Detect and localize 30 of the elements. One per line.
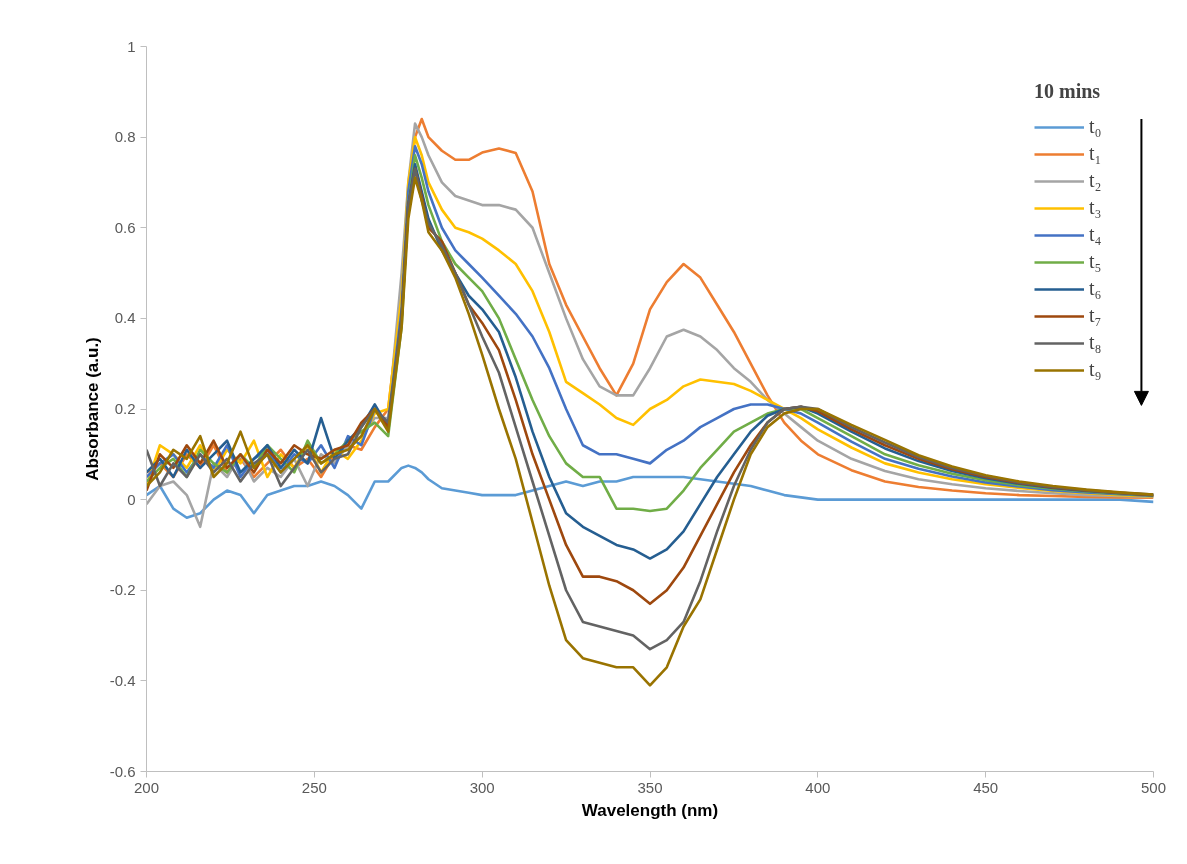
- legend-label: t₄: [1089, 223, 1103, 246]
- line-series: [146, 464, 1154, 520]
- x-tick-label: 300: [469, 778, 495, 796]
- y-tick-label: 0.2: [114, 400, 136, 417]
- y-tick-label: -0.2: [109, 581, 136, 599]
- legend-title: 10 mins: [1034, 80, 1102, 103]
- y-tick-label: -0.6: [109, 762, 136, 780]
- x-tick-label: 500: [1140, 778, 1167, 796]
- y-tick-label: 0.4: [114, 309, 136, 327]
- legend-label: t₂: [1089, 169, 1103, 192]
- legend-label: t₈: [1089, 331, 1103, 354]
- y-tick-label: 1: [127, 37, 136, 55]
- y-tick-label: 0.6: [114, 218, 136, 236]
- y-tick-label: 0.8: [114, 128, 136, 146]
- y-tick-label: 0: [127, 490, 136, 508]
- x-tick-label: 350: [637, 778, 663, 796]
- x-tick-label: 400: [805, 778, 831, 796]
- legend-label: t₇: [1089, 304, 1103, 327]
- legend-label: t₉: [1089, 358, 1103, 381]
- y-axis-title: Absorbance (a.u.): [82, 337, 102, 481]
- y-tick-label: -0.4: [109, 671, 136, 689]
- x-tick-label: 250: [301, 778, 327, 796]
- legend-label: t₆: [1089, 277, 1103, 300]
- legend-label: t₁: [1089, 142, 1103, 165]
- legend-label: t₀: [1089, 115, 1103, 138]
- x-tick-label: 200: [133, 778, 160, 796]
- legend-label: t₃: [1089, 196, 1103, 219]
- x-axis-title: Wavelength (nm): [581, 800, 719, 820]
- x-tick-label: 450: [973, 778, 999, 796]
- legend-label: t₅: [1089, 250, 1103, 273]
